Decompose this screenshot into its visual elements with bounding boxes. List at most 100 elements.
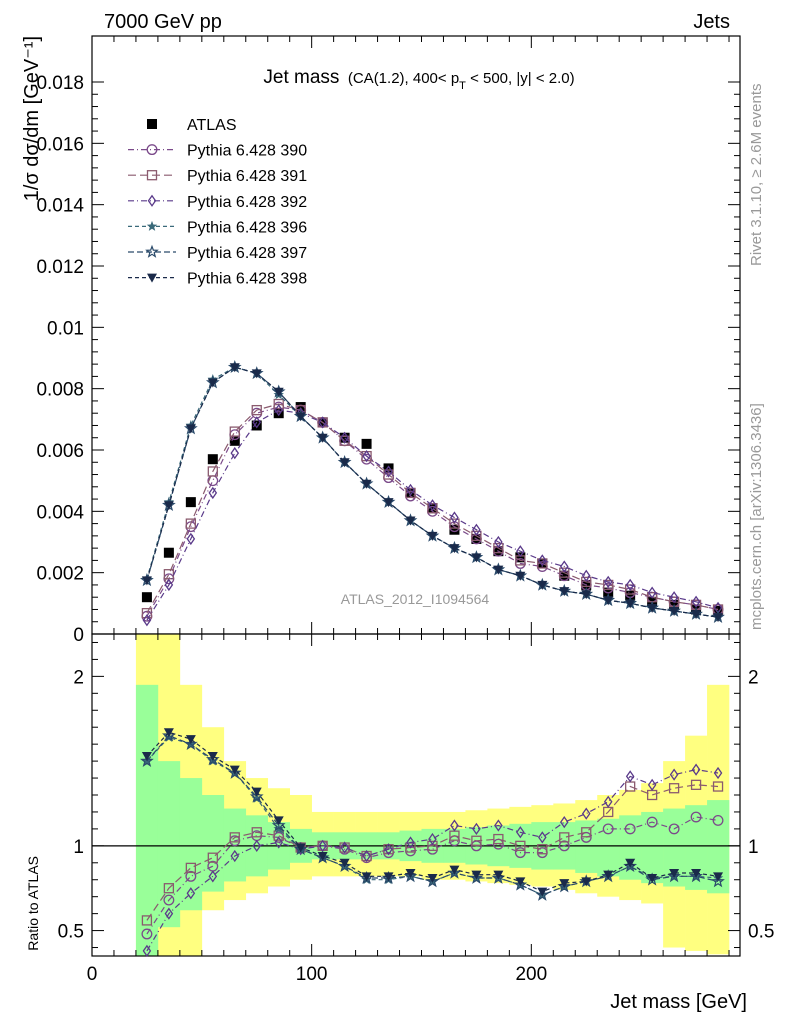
- data-point: [207, 454, 218, 465]
- ratio-data-point: [186, 887, 196, 900]
- ratio-data-point: [559, 879, 570, 889]
- legend-entry: Pythia 6.428 396: [128, 219, 307, 236]
- legend-marker: [147, 119, 157, 129]
- data-point: [691, 610, 702, 620]
- data-point: [251, 404, 262, 416]
- ratio-data-point: [669, 768, 679, 781]
- data-point: [516, 545, 525, 558]
- ratio-data-point: [493, 833, 504, 845]
- ratio-data-point: [427, 874, 438, 884]
- series-atlas: [141, 402, 724, 616]
- uncertainty-band-inner: [707, 800, 730, 894]
- y-tick-label: 0.006: [36, 441, 84, 462]
- data-point: [625, 590, 636, 601]
- data-point: [163, 501, 174, 511]
- y-tick-label: 0.012: [36, 257, 84, 278]
- data-point: [427, 503, 438, 514]
- ratio-data-point: [559, 832, 570, 843]
- y-axis-label: 1/σ dσ/dm [GeV⁻¹]: [21, 36, 43, 201]
- data-point: [603, 575, 613, 589]
- ratio-data-point: [513, 877, 528, 891]
- data-point: [625, 599, 636, 609]
- legend-label: Pythia 6.428 396: [187, 219, 307, 236]
- ratio-data-point: [427, 840, 438, 851]
- series-pythia-6-428-397: [140, 359, 725, 623]
- ratio-data-point: [428, 832, 437, 846]
- ratio-data-point: [208, 870, 218, 883]
- data-point: [229, 363, 240, 373]
- series-pythia-6-428-390: [141, 401, 724, 622]
- ratio-y-tick-label: 0.5: [58, 922, 84, 943]
- data-point: [603, 579, 614, 591]
- header-left: 7000 GeV pp: [104, 11, 222, 33]
- data-point: [493, 565, 504, 575]
- ratio-series-line: [146, 768, 719, 952]
- data-point: [427, 531, 438, 541]
- series-pythia-6-428-398: [141, 363, 724, 623]
- legend-marker: [147, 273, 157, 283]
- ratio-data-point: [317, 852, 328, 862]
- data-point: [164, 578, 174, 592]
- data-point: [142, 614, 152, 627]
- data-point: [163, 547, 174, 558]
- data-point: [361, 479, 372, 489]
- ratio-series-pythia-6-428-398: [141, 728, 724, 897]
- ratio-data-point: [713, 766, 723, 780]
- ratio-data-point: [271, 818, 286, 832]
- data-point: [339, 458, 350, 468]
- ratio-data-point: [340, 841, 349, 854]
- data-point: [185, 424, 196, 434]
- ratio-data-point: [669, 868, 680, 878]
- chart-title-main: Jet mass: [263, 67, 339, 88]
- series-line: [146, 406, 719, 617]
- ratio-data-point: [581, 807, 591, 820]
- uncertainty-band-inner: [179, 778, 203, 911]
- ratio-data-point: [362, 849, 371, 863]
- data-point: [647, 586, 657, 599]
- ratio-data-point: [249, 789, 264, 803]
- data-point: [141, 592, 152, 603]
- ratio-data-point: [361, 872, 372, 882]
- data-point: [208, 486, 218, 500]
- ratio-data-point: [164, 907, 174, 920]
- series-line: [146, 366, 719, 618]
- legend-label: Pythia 6.428 390: [187, 143, 307, 160]
- ratio-data-point: [205, 752, 220, 766]
- ratio-data-point: [559, 815, 569, 829]
- ratio-data-point: [646, 816, 658, 828]
- legend-entry: Pythia 6.428 397: [128, 244, 307, 262]
- rivet-label: Rivet 3.1.10, ≥ 2.6M events: [748, 84, 765, 267]
- data-point: [340, 431, 349, 444]
- analysis-watermark: ATLAS_2012_I1094564: [341, 591, 490, 607]
- data-point: [207, 466, 218, 477]
- ratio-data-point: [624, 823, 636, 835]
- ratio-data-point: [712, 781, 724, 792]
- y-tick-label: 0.01: [47, 318, 84, 339]
- ratio-data-point: [535, 887, 550, 901]
- series-line: [146, 409, 719, 621]
- data-point: [273, 387, 284, 397]
- ratio-data-point: [711, 874, 725, 888]
- y-tick-label: 0.018: [36, 73, 84, 94]
- data-point: [472, 523, 481, 536]
- data-point: [295, 412, 306, 422]
- data-point: [494, 535, 503, 549]
- ratio-data-point: [383, 872, 394, 882]
- ratio-data-point: [384, 843, 393, 856]
- ratio-data-point: [471, 870, 482, 880]
- ratio-data-point: [625, 770, 635, 783]
- ratio-series-line: [146, 734, 719, 896]
- ratio-data-point: [337, 858, 352, 873]
- data-point: [713, 613, 724, 623]
- data-point: [384, 465, 393, 478]
- ratio-data-point: [469, 870, 484, 884]
- ratio-data-point: [185, 870, 197, 882]
- data-point: [450, 511, 459, 524]
- ratio-data-point: [449, 865, 460, 875]
- data-point: [361, 438, 372, 449]
- data-point: [274, 403, 284, 417]
- ratio-data-point: [713, 872, 724, 882]
- data-point: [581, 590, 592, 600]
- ratio-data-point: [141, 915, 153, 926]
- legend-entry: Pythia 6.428 390: [128, 143, 307, 160]
